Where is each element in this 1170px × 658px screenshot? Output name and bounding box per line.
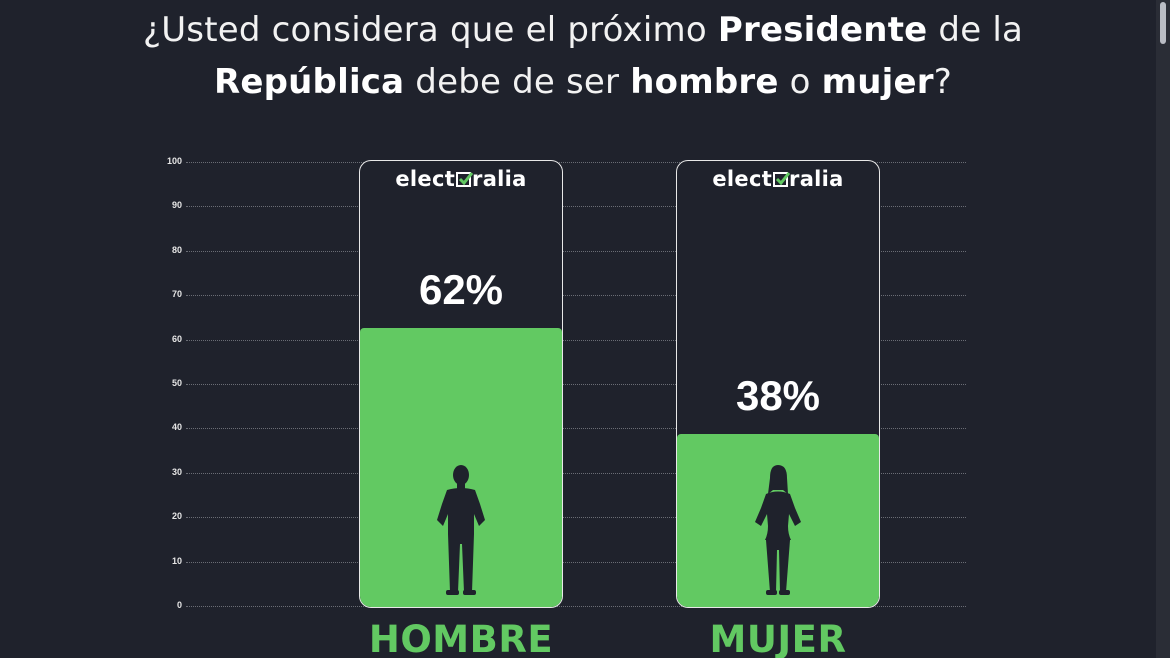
brand-logo: elect ralia <box>677 167 879 191</box>
y-tick-label: 100 <box>166 156 182 166</box>
y-tick-label: 10 <box>171 555 182 566</box>
x-category-label: HOMBRE <box>368 618 554 658</box>
bar-value-label: 62% <box>418 265 504 313</box>
y-tick-label: 90 <box>171 200 182 211</box>
chart-title: ¿Usted considera que el próximo Presiden… <box>0 4 1166 108</box>
title-text: de la <box>927 10 1024 50</box>
y-tick-label: 70 <box>171 289 182 300</box>
y-tick-label: 60 <box>171 333 182 344</box>
title-text: ¿Usted considera que el próximo <box>142 10 718 50</box>
brand-text: ralia <box>789 167 844 191</box>
title-text: debe de ser <box>404 62 631 102</box>
brand-text: elect <box>712 167 773 191</box>
grid-line <box>186 162 966 163</box>
x-category-label: MUJER <box>709 618 847 658</box>
brand-text: ralia <box>472 167 527 191</box>
y-tick-label: 40 <box>171 422 182 433</box>
woman-silhouette-icon <box>755 465 801 595</box>
man-silhouette-icon <box>437 465 485 595</box>
title-text: o <box>778 62 822 102</box>
grid-line <box>186 517 966 519</box>
brand-logo: elect ralia <box>360 167 562 191</box>
grid-line <box>186 339 966 341</box>
grid-line <box>186 384 966 385</box>
title-emphasis: República <box>213 62 405 102</box>
title-emphasis: Presidente <box>717 10 928 50</box>
grid-line <box>186 206 966 208</box>
man-silhouette-icon <box>434 464 488 601</box>
title-emphasis: mujer <box>821 62 934 102</box>
title-emphasis: hombre <box>630 62 779 102</box>
grid-line <box>186 295 966 297</box>
y-tick-label: 0 <box>176 600 182 610</box>
y-tick-label: 50 <box>171 378 182 388</box>
grid-line <box>186 606 966 607</box>
grid-line <box>186 561 966 563</box>
y-tick-label: 20 <box>171 511 182 522</box>
brand-text: elect <box>395 167 456 191</box>
bar-value-label: 38% <box>735 372 821 420</box>
grid-line <box>186 472 966 474</box>
bar-mujer: elect ralia 38% <box>676 160 880 608</box>
y-tick-label: 30 <box>171 466 182 477</box>
scrollbar-thumb[interactable] <box>1160 2 1166 44</box>
checkbox-check-icon <box>456 172 474 187</box>
grid-line <box>186 428 966 430</box>
checkbox-check-icon <box>773 172 791 187</box>
title-text: ? <box>933 62 953 102</box>
bar-hombre: elect ralia 62% <box>359 160 563 608</box>
woman-silhouette-icon <box>751 464 805 601</box>
y-tick-label: 80 <box>171 244 182 255</box>
scrollbar[interactable] <box>1156 0 1170 658</box>
grid-line <box>186 250 966 252</box>
